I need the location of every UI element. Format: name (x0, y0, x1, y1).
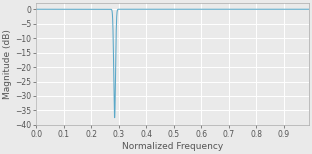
Y-axis label: Magnitude (dB): Magnitude (dB) (3, 29, 12, 99)
X-axis label: Normalized Frequency: Normalized Frequency (122, 142, 223, 150)
